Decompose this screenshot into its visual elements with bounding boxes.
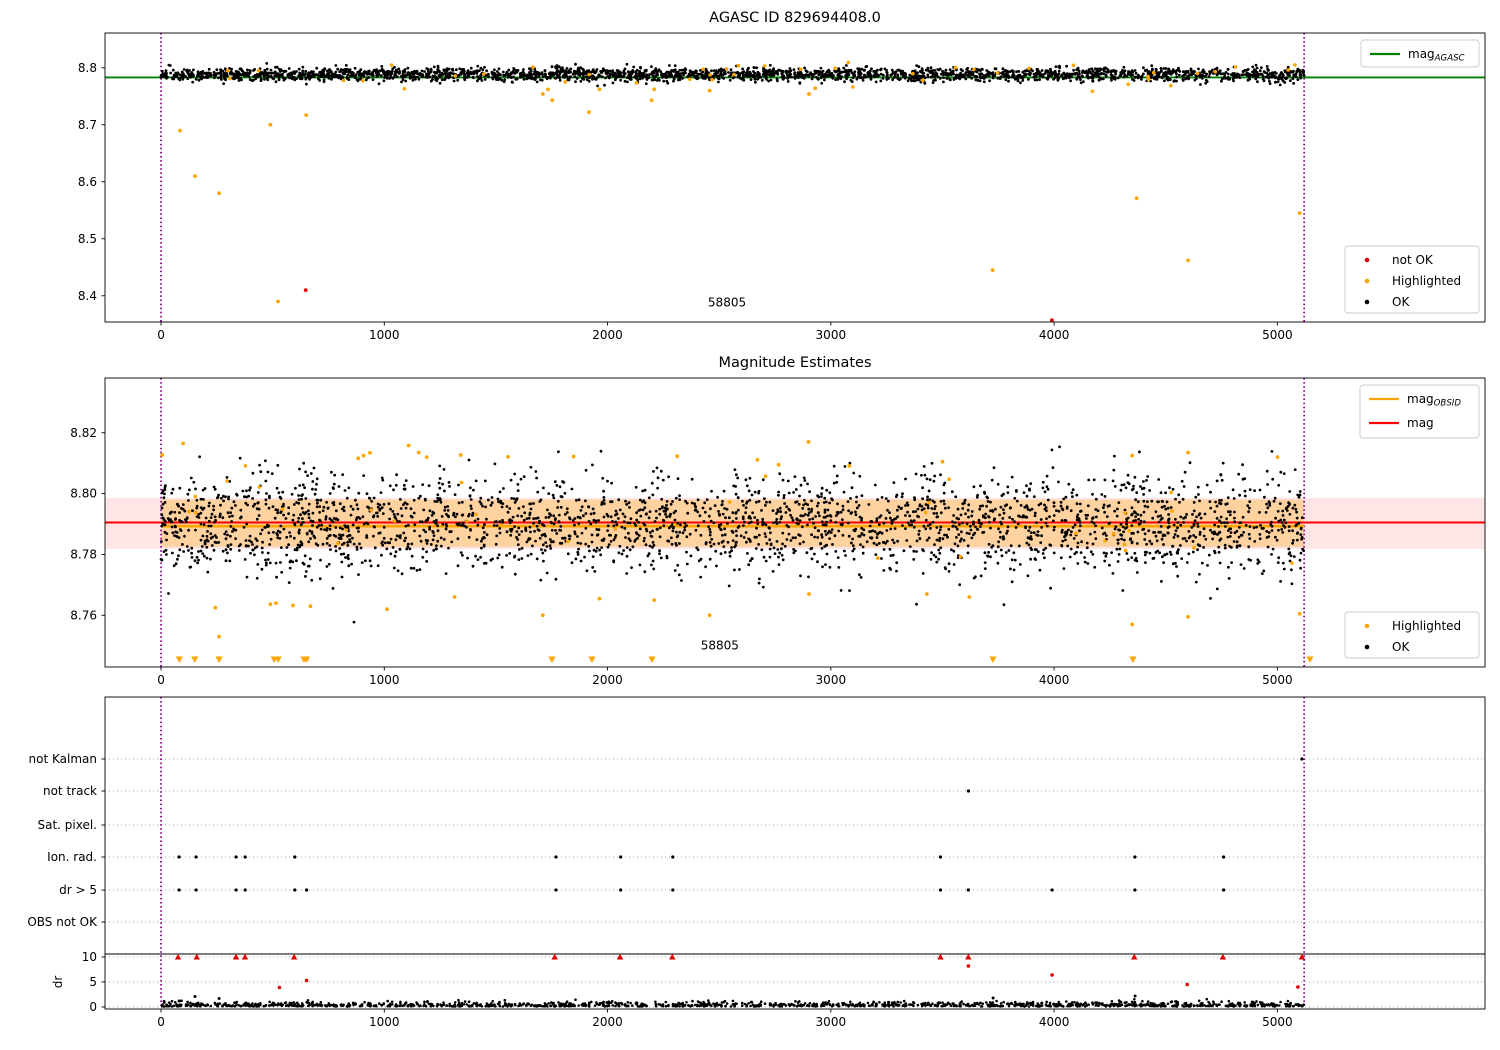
flag-row-points-not-kalman <box>1300 757 1304 761</box>
cluster-highlighted-in-cloud <box>187 464 1294 565</box>
legend-point-types-sample-dot <box>1364 299 1370 305</box>
x-tick-label: 3000 <box>816 328 847 342</box>
x-tick-label: 5000 <box>1262 673 1293 687</box>
axes-frame <box>104 377 1486 668</box>
legend-point-types-sample-dot <box>1364 644 1370 650</box>
x-tick-label: 5000 <box>1262 328 1293 342</box>
legend-point-types-label: OK <box>1392 640 1410 654</box>
y-tick-label: 8.82 <box>70 426 97 440</box>
legend-mag-agasc: magAGASC <box>1360 39 1480 68</box>
y-axis: 8.4 8.5 8.6 8.7 8.8 <box>78 61 105 303</box>
dr-black-outliers <box>177 994 1137 1005</box>
y-tick-label: 8.4 <box>78 289 97 303</box>
y-tick-label: 8.78 <box>70 547 97 561</box>
x-tick-label: 2000 <box>592 1015 623 1029</box>
x-tick-label: 0 <box>157 328 165 342</box>
y-axis-label: dr <box>51 976 65 989</box>
not-ok-points <box>303 288 1054 323</box>
legend-point-types-sample-dot <box>1364 257 1370 263</box>
panel-magnitude-estimates: 0 1000 2000 3000 4000 5000 8.76 8.78 8.80 8.82 Mag… <box>70 355 1486 687</box>
x-tick-label: 0 <box>157 1015 165 1029</box>
x-tick-label: 2000 <box>592 673 623 687</box>
y-tick-label: 5 <box>89 975 97 989</box>
panel-title: AGASC ID 829694408.0 <box>709 10 881 26</box>
y-tick-label: 8.7 <box>78 118 97 132</box>
y-tick-label: dr > 5 <box>59 883 97 897</box>
y-axis: 8.76 8.78 8.80 8.82 <box>70 426 105 622</box>
y-tick-label: 8.5 <box>78 232 97 246</box>
clipped-low-triangles <box>175 656 1314 663</box>
y-tick-label: 8.6 <box>78 175 97 189</box>
y-tick-label: Ion. rad. <box>47 850 97 864</box>
cluster-ok-cloud <box>159 445 1305 624</box>
x-tick-label: 2000 <box>592 328 623 342</box>
highlighted-points <box>160 440 1302 639</box>
x-tick-label: 5000 <box>1262 1015 1293 1029</box>
dr-clipped-at-10 <box>174 953 1306 960</box>
x-tick-label: 1000 <box>369 328 400 342</box>
legend-point-types-label: not OK <box>1392 253 1434 267</box>
y-tick-label: 10 <box>82 950 97 964</box>
x-tick-label: 4000 <box>1039 328 1070 342</box>
x-tick-label: 3000 <box>816 673 847 687</box>
x-tick-label: 3000 <box>816 1015 847 1029</box>
axes-frame <box>104 32 1486 323</box>
y-tick-label: 8.80 <box>70 487 97 501</box>
x-tick-label: 4000 <box>1039 1015 1070 1029</box>
axes-frame <box>104 696 1486 1010</box>
obsid-annotation: 58805 <box>708 296 746 310</box>
dr-red-outliers <box>277 964 1300 990</box>
x-tick-label: 1000 <box>369 673 400 687</box>
obsid-annotation: 58805 <box>701 639 739 653</box>
panel-agasc-mags: 0 1000 2000 3000 4000 5000 8.4 8.5 8.6 8.7 8.8 AGAS… <box>78 10 1486 342</box>
legend-point-types-label: Highlighted <box>1392 274 1461 288</box>
cluster-dr-cloud <box>160 997 1306 1008</box>
x-axis: 0 1000 2000 3000 4000 5000 <box>157 667 1293 687</box>
cluster-highlighted-sprinkle <box>225 60 1297 94</box>
y-tick-label: OBS not OK <box>27 915 98 929</box>
legend-mag-agasc-box <box>1360 39 1480 68</box>
legend-point-types-label: OK <box>1392 295 1410 309</box>
legend-mag-lines: magOBSID mag <box>1359 384 1480 439</box>
panel-title: Magnitude Estimates <box>718 355 871 371</box>
x-axis: 0 1000 2000 3000 4000 5000 <box>157 1009 1293 1029</box>
y-tick-label: 8.76 <box>70 608 97 622</box>
flag-row-points-dr-5 <box>177 888 1226 892</box>
y-tick-label: 0 <box>89 1000 97 1014</box>
flag-row-points-ion-rad- <box>177 855 1226 859</box>
legend-point-types-box <box>1344 611 1480 659</box>
y-tick-label: 8.8 <box>78 61 97 75</box>
x-tick-label: 4000 <box>1039 673 1070 687</box>
legend-point-types-sample-dot <box>1364 278 1370 284</box>
legend-point-types-box <box>1344 245 1480 314</box>
y-tick-label: not Kalman <box>29 752 97 766</box>
y-tick-label: Sat. pixel. <box>37 818 97 832</box>
legend-mag-lines-label: mag <box>1407 416 1434 430</box>
legend-point-types: Highlighted OK <box>1344 611 1480 659</box>
legend-mag-agasc-label: magAGASC <box>1408 47 1465 64</box>
legend-mag-lines-label: magOBSID <box>1407 392 1461 409</box>
x-tick-label: 1000 <box>369 1015 400 1029</box>
x-axis: 0 1000 2000 3000 4000 5000 <box>157 322 1293 342</box>
y-tick-label: not track <box>43 784 97 798</box>
legend-point-types: not OK Highlighted OK <box>1344 245 1480 314</box>
legend-point-types-sample-dot <box>1364 623 1370 629</box>
flag-row-points-not-track <box>966 789 971 793</box>
y-axis: not Kalman not track Sat. pixel. Ion. rad. d… <box>27 752 105 1014</box>
cluster-ok-cloud <box>159 62 1306 88</box>
panel-flags-and-dr: 0 1000 2000 3000 4000 5000 not Kalman not track… <box>27 696 1486 1029</box>
x-tick-label: 0 <box>157 673 165 687</box>
legend-point-types-label: Highlighted <box>1392 619 1461 633</box>
highlighted-outliers <box>178 78 1302 304</box>
